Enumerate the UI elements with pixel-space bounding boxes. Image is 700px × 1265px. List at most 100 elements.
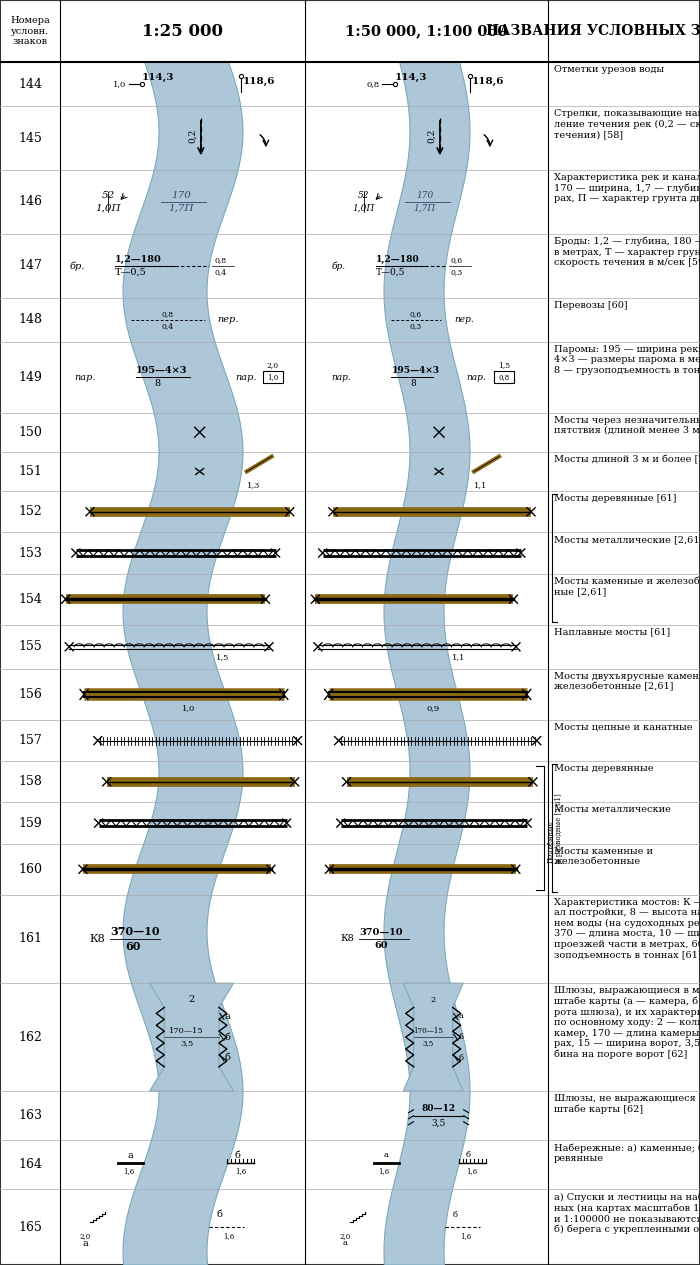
Text: 1:50 000, 1:100 000: 1:50 000, 1:100 000 [345, 24, 508, 38]
Text: 8: 8 [410, 380, 416, 388]
Text: бр.: бр. [332, 261, 346, 271]
Text: 2: 2 [430, 997, 436, 1004]
Text: Мосты цепные и канатные: Мосты цепные и канатные [554, 724, 692, 732]
Text: 159: 159 [18, 817, 42, 830]
Text: 0,3: 0,3 [410, 321, 422, 330]
Text: 0,6: 0,6 [410, 310, 422, 318]
Text: пар.: пар. [235, 373, 256, 382]
Polygon shape [384, 62, 470, 1265]
Text: пер.: пер. [218, 315, 239, 324]
Text: 163: 163 [18, 1109, 42, 1122]
Text: 2: 2 [188, 996, 195, 1004]
Text: б: б [453, 1211, 458, 1219]
Text: К8: К8 [90, 934, 105, 944]
Text: 164: 164 [18, 1159, 42, 1171]
Text: 3,5: 3,5 [431, 1118, 446, 1127]
Text: а: а [343, 1240, 348, 1247]
Text: бр.: бр. [70, 261, 85, 271]
Bar [263, 371, 283, 383]
Text: 170—15: 170—15 [169, 1027, 204, 1035]
Text: Т—0,5: Т—0,5 [116, 268, 147, 277]
Polygon shape [150, 983, 234, 1092]
Text: 162: 162 [18, 1031, 42, 1044]
Text: Характеристика рек и каналов:
170 — ширина, 1,7 — глубина в мет-
рах, П — характ: Характеристика рек и каналов: 170 — шири… [554, 173, 700, 204]
Text: б: б [225, 1054, 231, 1063]
Text: 1:25 000: 1:25 000 [142, 23, 223, 39]
Text: а: а [458, 1012, 463, 1021]
Text: Мосты металлические [2,61]: Мосты металлические [2,61] [554, 535, 700, 544]
Text: 1,1: 1,1 [452, 653, 466, 660]
Text: Паромы: 195 — ширина реки;
4×3 — размеры парома в метрах;
8 — грузоподъемность в: Паромы: 195 — ширина реки; 4×3 — размеры… [554, 345, 700, 374]
Text: 0,2: 0,2 [188, 129, 197, 143]
Text: Мосты деревянные [61]: Мосты деревянные [61] [554, 495, 676, 503]
Text: б: б [216, 1211, 222, 1219]
Text: б: б [458, 1034, 463, 1041]
Text: 157: 157 [18, 734, 42, 748]
Text: 1,0: 1,0 [113, 80, 127, 89]
Text: 3,5: 3,5 [423, 1039, 434, 1047]
Text: 80—12: 80—12 [421, 1104, 456, 1113]
Text: а: а [225, 1012, 230, 1021]
Text: 1,2—180: 1,2—180 [376, 254, 419, 264]
Text: 1,2—180: 1,2—180 [116, 254, 162, 264]
Text: 1,0П: 1,0П [96, 204, 121, 213]
Text: б: б [466, 1151, 471, 1159]
Text: 1,6: 1,6 [122, 1166, 134, 1175]
Text: Характеристика мостов: К — матери-
ал постройки, 8 — высота над уров-
нем воды (: Характеристика мостов: К — матери- ал по… [554, 898, 700, 959]
Text: б: б [225, 1032, 231, 1041]
Text: пер.: пер. [454, 315, 474, 324]
Text: 0,8: 0,8 [499, 373, 510, 381]
Text: 160: 160 [18, 863, 42, 875]
Text: Мосты каменные и
железобетонные: Мосты каменные и железобетонные [554, 846, 653, 867]
Text: 1,5: 1,5 [216, 653, 230, 660]
Text: 2,0: 2,0 [267, 362, 279, 369]
Text: 370—10: 370—10 [110, 926, 160, 937]
Text: 151: 151 [18, 466, 42, 478]
Text: 147: 147 [18, 259, 42, 272]
Text: 3,5: 3,5 [180, 1039, 193, 1047]
Text: 1,0П: 1,0П [352, 204, 375, 213]
Text: Шлюзы, выражающиеся в мас-
штабе карты (а — камера, б — во-
рота шлюза), и их ха: Шлюзы, выражающиеся в мас- штабе карты (… [554, 987, 700, 1059]
Text: 1,1: 1,1 [474, 482, 487, 490]
Text: пар.: пар. [466, 373, 486, 382]
Text: 170—15: 170—15 [413, 1027, 443, 1035]
Text: 1,6: 1,6 [467, 1166, 478, 1175]
Text: 0,8: 0,8 [214, 256, 226, 264]
Text: 155: 155 [18, 640, 42, 653]
Text: 0,6: 0,6 [451, 256, 463, 264]
Text: К8: К8 [340, 935, 354, 944]
Text: Перевозы [60]: Перевозы [60] [554, 301, 628, 310]
Text: 114,3: 114,3 [141, 73, 174, 82]
Bar [494, 371, 514, 383]
Text: 52: 52 [358, 191, 370, 200]
Text: 8: 8 [155, 380, 161, 388]
Text: 1,0: 1,0 [267, 373, 279, 381]
Text: 1,5: 1,5 [498, 362, 510, 369]
Text: Подъёмные
и разводные [2,61]: Подъёмные и разводные [2,61] [546, 793, 564, 863]
Text: 154: 154 [18, 593, 42, 606]
Text: Мосты металлические: Мосты металлические [554, 806, 671, 815]
Text: 150: 150 [18, 426, 42, 439]
Text: 165: 165 [18, 1221, 42, 1233]
Text: 1,6: 1,6 [235, 1166, 246, 1175]
Text: 60: 60 [125, 941, 141, 953]
Text: 152: 152 [18, 505, 42, 519]
Text: Номера
условн.
знаков: Номера условн. знаков [10, 16, 50, 46]
Text: 170: 170 [416, 191, 433, 200]
Text: Мосты длиной 3 м и более [2,61]: Мосты длиной 3 м и более [2,61] [554, 455, 700, 464]
Text: 1,6: 1,6 [378, 1166, 389, 1175]
Text: 2,0: 2,0 [79, 1232, 91, 1240]
Text: Отметки урезов воды: Отметки урезов воды [554, 65, 664, 73]
Text: Набережные: а) каменные; б) де-
ревянные: Набережные: а) каменные; б) де- ревянные [554, 1144, 700, 1164]
Text: 170: 170 [172, 191, 191, 200]
Text: Мосты деревянные: Мосты деревянные [554, 764, 654, 773]
Text: 161: 161 [18, 932, 42, 945]
Text: Стрелки, показывающие направ-
ление течения рек (0,2 — скорость
течения) [58]: Стрелки, показывающие направ- ление тече… [554, 109, 700, 139]
Text: 0,2: 0,2 [427, 129, 436, 143]
Text: 145: 145 [18, 132, 42, 144]
Polygon shape [123, 62, 243, 1265]
Text: 1,7П: 1,7П [414, 204, 435, 213]
Text: 1,3: 1,3 [246, 482, 260, 490]
Text: 144: 144 [18, 77, 42, 91]
Text: Мосты двухъярусные каменные и
железобетонные [2,61]: Мосты двухъярусные каменные и железобето… [554, 672, 700, 692]
